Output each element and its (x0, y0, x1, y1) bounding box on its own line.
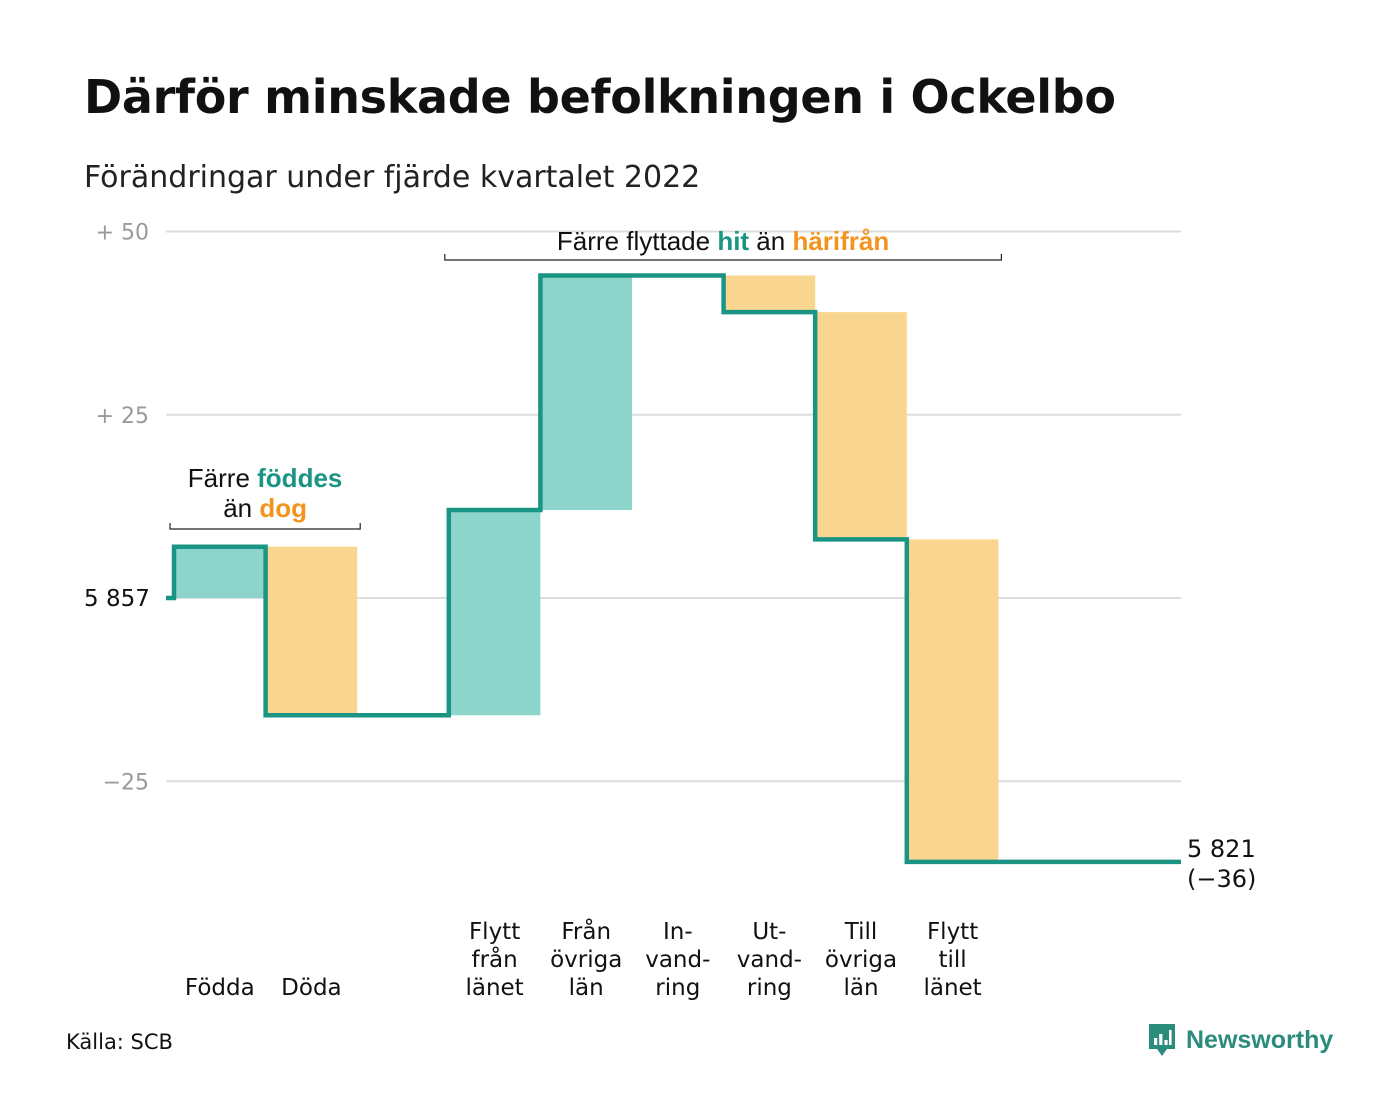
annotation-segment: härifrån (792, 226, 889, 256)
newsworthy-logo-icon (1149, 1024, 1175, 1056)
category-label: från (471, 945, 517, 973)
annotation-bracket (444, 254, 1002, 261)
annotation-text: Färre föddes (188, 463, 343, 493)
category-label: Ut- (752, 919, 786, 945)
category-label: Födda (185, 975, 255, 1001)
chart-title: Därför minskade befolkningen i Ockelbo (84, 70, 1116, 124)
bar-outflow (723, 275, 816, 313)
cumulative-line (166, 273, 1181, 865)
annotation-bracket (169, 523, 361, 530)
annotation-segment: Färre (188, 463, 257, 493)
y-tick-label: −25 (103, 770, 149, 795)
category-label: vand- (737, 947, 802, 973)
annotation-segment: Färre flyttade (557, 226, 717, 256)
annotation-segment: hit (717, 226, 749, 256)
annotation-text: än dog (223, 493, 307, 523)
end-change-label: (−36) (1187, 865, 1256, 893)
chart-subtitle: Förändringar under fjärde kvartalet 2022 (84, 160, 701, 195)
category-label: Till (844, 919, 878, 945)
category-label: länet (465, 975, 523, 1001)
category-label: In- (663, 919, 693, 945)
category-label: Från (561, 917, 611, 945)
bar-outflow (906, 539, 999, 862)
source-note: Källa: SCB (66, 1030, 173, 1054)
category-label: vand- (645, 947, 710, 973)
bar-inflow (540, 275, 632, 511)
bar-inflow (174, 546, 266, 598)
brand-name: Newsworthy (1186, 1025, 1334, 1054)
bar-inflow (448, 510, 541, 716)
annotation-text: Färre flyttade hit än härifrån (557, 226, 889, 256)
annotation-segment: än (749, 226, 792, 256)
annotation-segment: än (223, 493, 259, 523)
y-tick-label: + 25 (96, 404, 149, 429)
category-label: till (938, 947, 966, 973)
y-tick-label: + 50 (96, 221, 149, 246)
category-label: ring (655, 975, 700, 1001)
category-label: ring (747, 975, 792, 1001)
brand-logo: Newsworthy (1146, 1022, 1333, 1058)
category-label: län (569, 975, 604, 1001)
category-label: län (843, 975, 878, 1001)
category-label: Flytt (927, 919, 978, 945)
category-label: Döda (281, 975, 341, 1001)
annotation-segment: dog (259, 493, 307, 523)
bar-outflow (265, 546, 358, 716)
end-value-label: 5 821 (1187, 835, 1256, 863)
annotation-segment: föddes (257, 463, 342, 493)
category-label: övriga (825, 947, 897, 973)
category-label: Flytt (469, 919, 520, 945)
bar-outflow (815, 312, 907, 540)
y-tick-label: 5 857 (84, 586, 150, 612)
category-label: länet (923, 975, 981, 1001)
category-label: övriga (550, 947, 622, 973)
